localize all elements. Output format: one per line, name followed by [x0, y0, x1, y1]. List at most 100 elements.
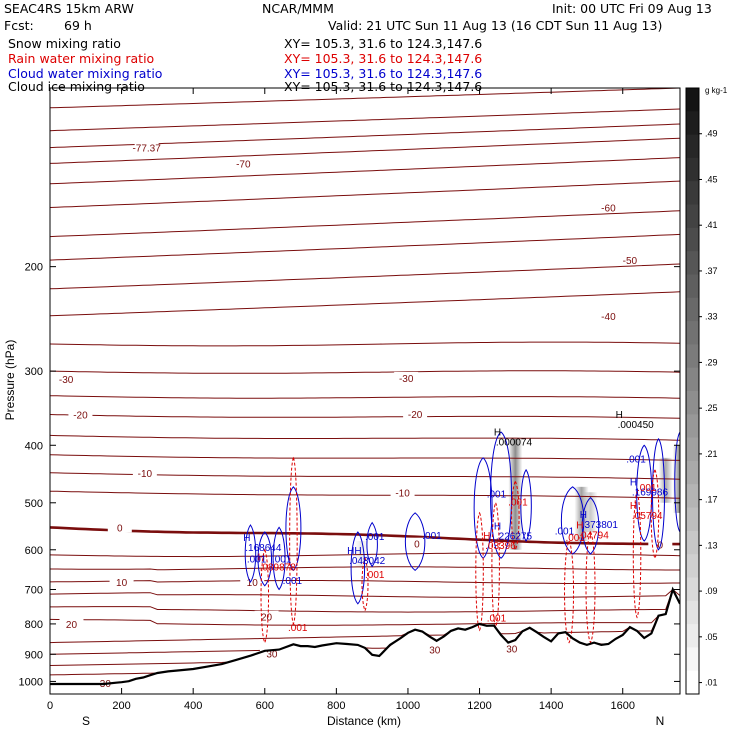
colorbar-tick-label: .29: [705, 357, 718, 367]
isotherm-label-bg: [59, 617, 84, 629]
isotherm: [50, 454, 680, 461]
cloud-water-contour: [581, 496, 600, 555]
colorbar-cell: [686, 391, 699, 415]
rain-contour: [361, 556, 369, 613]
terrain-line: [50, 586, 680, 686]
x-tick-label: 600: [256, 700, 274, 712]
x-axis-label: Distance (km): [327, 714, 401, 728]
contour-value-label: .001: [365, 570, 385, 581]
isotherm: [50, 180, 680, 208]
y-tick-label: 800: [25, 619, 43, 631]
isotherm-label: 20: [261, 613, 273, 624]
contour-value-label: .001: [288, 623, 308, 634]
legend-cloudwater-name: Cloud water mixing ratio: [8, 66, 163, 81]
isotherm-label-bg: [596, 201, 621, 213]
y-axis-label: Pressure (hPa): [3, 340, 17, 421]
x-tick-label: 200: [112, 700, 130, 712]
model-title: SEAC4RS 15km ARW: [4, 1, 134, 16]
annotation-value: .000450: [618, 420, 655, 431]
isotherm-label: 10: [116, 578, 128, 589]
colorbar-tick-label: .33: [705, 312, 718, 322]
colorbar-cell: [686, 414, 699, 439]
x-tick-label: 1200: [467, 700, 491, 712]
contour-value-label: .001: [626, 455, 646, 466]
isotherm: [50, 414, 680, 419]
annotation-value: .048042: [349, 556, 386, 567]
colorbar-tick-label: .17: [705, 495, 718, 505]
isotherm-label-bg: [134, 141, 159, 153]
isotherm-label: 0: [117, 523, 123, 534]
x-axis: 0 200 400 600 800 1000 1200 1400 1600: [47, 88, 635, 712]
colorbar-cell: [686, 647, 699, 672]
colorbar-tick-label: .37: [705, 266, 718, 276]
colorbar-tick-label: .25: [705, 403, 718, 413]
colorbar-cell: [686, 181, 699, 206]
isotherm: [50, 137, 680, 164]
annotation-marker: H: [580, 510, 587, 521]
x-tick-label: 400: [184, 700, 202, 712]
rain-contour: [475, 511, 484, 632]
annotation-marker: H: [494, 522, 501, 533]
isotherm-label: -10: [138, 469, 153, 480]
isotherm: [50, 490, 680, 499]
isotherm-label-bg: [231, 157, 256, 169]
annotation-value: .000074: [496, 437, 533, 448]
isotherm-label-bg: [403, 407, 428, 419]
isotherm: [50, 588, 680, 644]
contour-value-label: .001: [555, 526, 575, 537]
colorbar-frame: [685, 87, 700, 695]
colorbar-unit: g kg-1: [705, 86, 728, 95]
annotation-marker: HH: [347, 546, 361, 557]
colorbar-cell: [686, 344, 699, 369]
annotation-marker: H: [243, 533, 250, 544]
isotherm-label-bg: [254, 610, 279, 622]
isotherm-label: 30: [429, 645, 441, 656]
isotherm: [50, 526, 680, 546]
annotation-value: .169986: [632, 488, 669, 499]
temperature-contours: -77.37-70-60-50-40-30 -30-20 -20-10-1000 01…: [50, 88, 680, 690]
cloud-water-contour: [366, 521, 378, 568]
contour-value-label: .001: [247, 554, 267, 565]
isotherm-label: -40: [601, 312, 616, 323]
colorbar-tick-label: .45: [705, 174, 718, 184]
isotherm: [50, 580, 680, 584]
colorbar-cell: [686, 484, 699, 509]
colorbar-cell: [686, 530, 699, 555]
annotation-value: .05794: [632, 511, 663, 522]
legend-rain-xy: XY= 105.3, 31.6 to 124.3,147.6: [284, 51, 483, 66]
isotherm-label-bg: [91, 676, 116, 688]
legend-rain-name: Rain water mixing ratio: [8, 51, 155, 66]
colorbar-cell: [686, 134, 699, 159]
isotherm-label-bg: [259, 647, 284, 659]
annotation-value: .226275: [496, 532, 533, 543]
contour-value-label: .001: [422, 531, 442, 542]
annotation-value: .04794: [578, 530, 609, 541]
cloud-water-contour: [257, 531, 273, 587]
contour-value-label: .001: [272, 554, 292, 565]
condensate-column: [658, 457, 673, 503]
isotherm: [50, 291, 680, 317]
rain-contour: [632, 491, 642, 619]
annotation-value: .168644: [245, 543, 282, 554]
colorbar-tick-label: .01: [705, 678, 718, 688]
isotherm: [50, 157, 680, 185]
x-tick-label: 1000: [396, 700, 420, 712]
colorbar-cell: [686, 624, 699, 648]
terrain-path: [50, 586, 680, 686]
legend-cloudice-xy: XY= 105.3, 31.6 to 124.3,147.6: [284, 79, 483, 94]
isotherm-label-bg: [617, 254, 642, 266]
isotherm-label: -30: [59, 375, 74, 386]
colorbar-cell: [686, 554, 699, 578]
end-label-left: S: [82, 714, 90, 728]
isotherm-label-bg: [109, 576, 134, 588]
colorbar-tick-label: .41: [705, 220, 718, 230]
y-tick-label: 400: [25, 440, 43, 452]
isotherm-label: 0: [414, 540, 420, 551]
isotherm-label: -20: [408, 410, 423, 421]
rain-contour: [564, 540, 574, 644]
colorbar: .01 .05 .09 .13 .17 .21 .25 .29 .33 .37 .41 .45 .49: [685, 87, 718, 695]
y-tick-label: 900: [25, 649, 43, 661]
legend-snow-xy: XY= 105.3, 31.6 to 124.3,147.6: [284, 36, 483, 51]
annotation-value: .03396: [485, 541, 516, 552]
